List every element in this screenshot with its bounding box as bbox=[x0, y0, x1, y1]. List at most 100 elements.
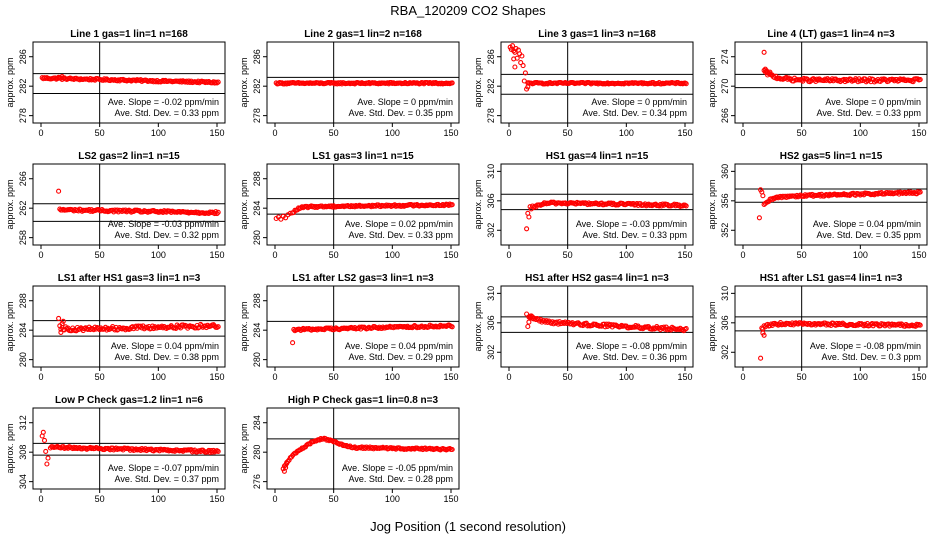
x-tick-label: 150 bbox=[209, 250, 224, 260]
stddev-annotation: Ave. Std. Dev. = 0.32 ppm bbox=[115, 230, 219, 240]
stddev-annotation: Ave. Std. Dev. = 0.37 ppm bbox=[115, 474, 219, 484]
data-point bbox=[512, 64, 518, 70]
chart-panel: Line 3 gas=1 lin=3 n=168 approx. ppm 0 50 10… bbox=[473, 29, 694, 138]
x-tick-label: 100 bbox=[385, 250, 400, 260]
plot-frame bbox=[500, 285, 694, 368]
plot-frame bbox=[32, 41, 226, 124]
data-point bbox=[522, 70, 528, 76]
chart-panel: LS1 gas=3 lin=1 n=15 approx. ppm 0 50 100 150… bbox=[239, 151, 460, 260]
chart-panel: Line 2 gas=1 lin=2 n=168 approx. ppm 0 50 10… bbox=[239, 29, 460, 138]
x-tick-label: 0 bbox=[272, 494, 277, 504]
y-tick-label: 352 bbox=[720, 223, 730, 238]
stddev-annotation: Ave. Std. Dev. = 0.29 ppm bbox=[349, 352, 453, 362]
slope-annotation: Ave. Slope = -0.07 ppm/min bbox=[108, 463, 219, 473]
x-tick-label: 50 bbox=[329, 494, 339, 504]
data-point bbox=[215, 324, 221, 330]
x-tick-label: 50 bbox=[329, 372, 339, 382]
y-tick-label: 284 bbox=[252, 323, 262, 338]
y-tick-label: 288 bbox=[252, 171, 262, 186]
x-tick-label: 150 bbox=[911, 128, 926, 138]
data-point bbox=[524, 311, 530, 317]
data-point bbox=[283, 465, 289, 471]
y-tick-label: 282 bbox=[252, 79, 262, 94]
data-point bbox=[287, 210, 293, 216]
y-tick-label: 356 bbox=[720, 193, 730, 208]
data-point bbox=[525, 323, 531, 330]
x-tick-label: 50 bbox=[95, 250, 105, 260]
slope-annotation: Ave. Slope = 0 ppm/min bbox=[591, 97, 687, 107]
data-point bbox=[524, 226, 530, 232]
y-axis-label: approx. ppm bbox=[5, 179, 15, 229]
x-tick-label: 150 bbox=[443, 128, 458, 138]
x-tick-label: 50 bbox=[563, 128, 573, 138]
y-tick-label: 280 bbox=[252, 230, 262, 245]
data-point bbox=[215, 448, 221, 454]
slope-annotation: Ave. Slope = 0 ppm/min bbox=[357, 97, 453, 107]
x-tick-label: 150 bbox=[443, 250, 458, 260]
data-point bbox=[765, 70, 771, 76]
x-tick-label: 0 bbox=[38, 372, 43, 382]
data-point bbox=[449, 80, 455, 86]
data-point bbox=[284, 459, 290, 466]
plot-frame bbox=[734, 41, 928, 124]
x-tick-label: 150 bbox=[443, 494, 458, 504]
data-point bbox=[58, 329, 64, 335]
plot-frame bbox=[32, 407, 226, 490]
y-tick-label: 310 bbox=[720, 286, 730, 301]
chart-panel: High P Check gas=1 lin=0.8 n=3 approx. pp… bbox=[239, 395, 460, 504]
y-tick-label: 284 bbox=[18, 323, 28, 338]
data-point bbox=[44, 461, 50, 467]
data-point bbox=[56, 315, 62, 321]
data-point bbox=[509, 43, 516, 49]
slope-annotation: Ave. Slope = -0.03 ppm/min bbox=[576, 219, 687, 229]
y-axis-label: approx. ppm bbox=[473, 57, 483, 107]
data-point bbox=[761, 49, 767, 55]
data-point bbox=[449, 202, 455, 208]
y-tick-label: 284 bbox=[252, 201, 262, 216]
data-point bbox=[56, 188, 62, 194]
plot-frame bbox=[734, 163, 928, 246]
data-point bbox=[449, 446, 455, 453]
y-tick-label: 262 bbox=[18, 201, 28, 216]
y-tick-label: 306 bbox=[486, 193, 496, 208]
y-tick-label: 280 bbox=[18, 352, 28, 367]
data-point bbox=[60, 318, 66, 324]
panel-title: Line 2 gas=1 lin=2 n=168 bbox=[304, 29, 422, 40]
data-point bbox=[449, 324, 455, 330]
plot-frame bbox=[266, 41, 460, 124]
slope-annotation: Ave. Slope = 0.04 ppm/min bbox=[345, 341, 453, 351]
y-tick-label: 302 bbox=[720, 345, 730, 360]
plot-frame bbox=[500, 163, 694, 246]
x-tick-label: 0 bbox=[506, 372, 511, 382]
data-point bbox=[527, 313, 533, 319]
slope-annotation: Ave. Slope = 0.04 ppm/min bbox=[111, 341, 219, 351]
panel-title: Line 3 gas=1 lin=3 n=168 bbox=[538, 29, 656, 40]
y-tick-label: 278 bbox=[18, 108, 28, 123]
data-point bbox=[760, 193, 766, 199]
data-point bbox=[683, 81, 689, 87]
x-tick-label: 0 bbox=[740, 250, 745, 260]
data-point bbox=[521, 78, 527, 84]
x-tick-label: 0 bbox=[38, 128, 43, 138]
x-tick-label: 50 bbox=[797, 372, 807, 382]
y-tick-label: 280 bbox=[252, 445, 262, 460]
x-tick-label: 150 bbox=[911, 372, 926, 382]
y-axis-label: approx. ppm bbox=[5, 301, 15, 351]
data-point bbox=[215, 79, 221, 85]
data-point bbox=[606, 321, 612, 327]
data-point bbox=[525, 84, 531, 90]
figure-title: RBA_120209 CO2 Shapes bbox=[390, 3, 546, 18]
x-tick-label: 0 bbox=[272, 250, 277, 260]
panel-title: HS1 gas=4 lin=1 n=15 bbox=[546, 151, 649, 162]
data-point bbox=[91, 327, 97, 333]
x-tick-label: 50 bbox=[95, 372, 105, 382]
data-point bbox=[917, 322, 923, 328]
y-tick-label: 274 bbox=[720, 49, 730, 64]
slope-annotation: Ave. Slope = -0.08 ppm/min bbox=[810, 341, 921, 351]
y-tick-label: 270 bbox=[720, 79, 730, 94]
data-point bbox=[683, 326, 689, 332]
y-tick-label: 286 bbox=[252, 49, 262, 64]
data-point bbox=[61, 75, 68, 81]
y-tick-label: 312 bbox=[18, 415, 28, 430]
data-point bbox=[215, 209, 221, 215]
